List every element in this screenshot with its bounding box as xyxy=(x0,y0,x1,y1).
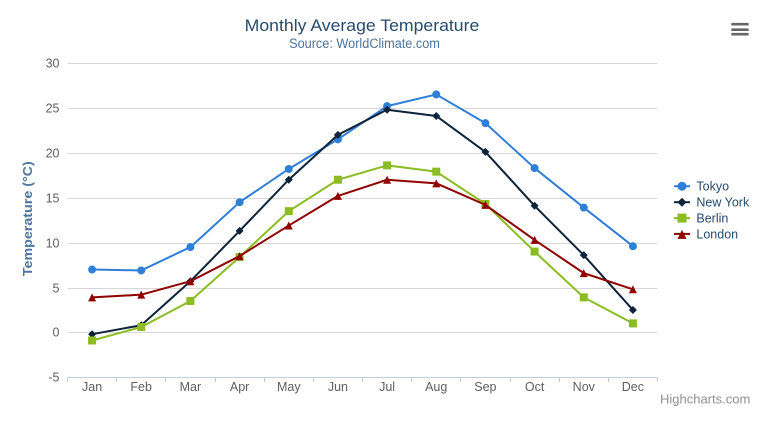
svg-text:Mar: Mar xyxy=(180,380,202,394)
svg-text:Highcharts.com: Highcharts.com xyxy=(660,392,750,407)
svg-text:5: 5 xyxy=(53,282,60,296)
svg-text:Aug: Aug xyxy=(425,380,447,394)
svg-text:Nov: Nov xyxy=(573,380,596,394)
svg-text:0: 0 xyxy=(53,326,60,340)
svg-text:30: 30 xyxy=(46,57,60,71)
svg-text:Temperature (°C): Temperature (°C) xyxy=(20,161,35,276)
svg-text:London: London xyxy=(696,227,738,241)
svg-text:Apr: Apr xyxy=(230,380,249,394)
svg-text:New York: New York xyxy=(696,196,750,210)
svg-text:Feb: Feb xyxy=(130,380,152,394)
svg-text:25: 25 xyxy=(46,102,60,116)
svg-text:Monthly Average Temperature: Monthly Average Temperature xyxy=(245,17,480,35)
svg-text:Jan: Jan xyxy=(82,380,102,394)
svg-text:-5: -5 xyxy=(48,371,59,385)
svg-text:Berlin: Berlin xyxy=(696,212,728,226)
svg-text:Tokyo: Tokyo xyxy=(696,180,729,194)
svg-text:Source: WorldClimate.com: Source: WorldClimate.com xyxy=(289,36,440,51)
svg-text:Jun: Jun xyxy=(328,380,348,394)
svg-text:Oct: Oct xyxy=(525,380,545,394)
svg-text:15: 15 xyxy=(46,192,60,206)
svg-text:Dec: Dec xyxy=(622,380,644,394)
svg-text:May: May xyxy=(277,380,301,394)
svg-text:10: 10 xyxy=(46,237,60,251)
svg-text:Jul: Jul xyxy=(379,380,395,394)
svg-text:20: 20 xyxy=(46,147,60,161)
svg-text:Sep: Sep xyxy=(474,380,496,394)
